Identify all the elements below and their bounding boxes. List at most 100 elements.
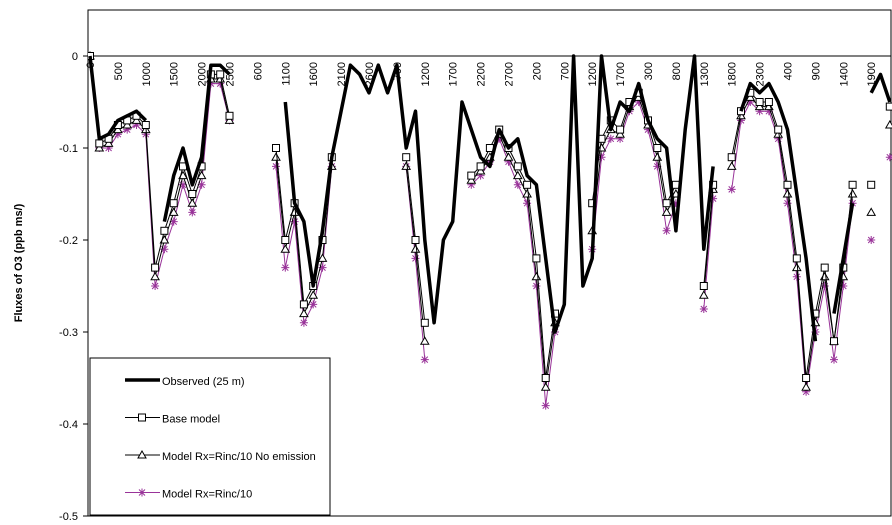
marker-asterisk [513,180,522,189]
x-tick-label: 1000 [141,62,153,86]
marker-triangle [196,170,207,180]
marker-square [467,171,476,180]
y-tick-label: -0.1 [59,143,78,155]
marker-square [783,180,792,189]
x-tick-label: 2700 [504,62,516,86]
marker-asterisk [476,171,485,180]
marker-square [755,98,764,106]
marker-asterisk [830,355,838,364]
x-tick-label: 2600 [364,62,376,86]
series-line [89,55,230,287]
marker-triangle [122,119,133,129]
marker-triangle [410,244,421,253]
marker-triangle [187,198,198,207]
marker-square [653,144,662,152]
marker-triangle [271,152,281,161]
marker-triangle [615,129,625,138]
marker-square [727,153,736,162]
x-tick-label: 300 [643,62,655,80]
marker-asterisk [671,199,680,208]
marker-asterisk [644,125,652,134]
marker-square [216,70,225,79]
marker-asterisk [197,180,206,189]
marker-triangle [215,73,226,83]
marker-triangle [726,161,737,170]
series-line [703,198,714,310]
x-tick-label: 1800 [727,62,739,86]
marker-square [699,282,708,290]
x-tick-label: 1200 [420,62,432,86]
marker-asterisk [885,153,892,162]
marker-square [774,125,783,134]
marker-asterisk [820,282,829,290]
marker-triangle [419,336,430,345]
marker-square [802,374,811,382]
x-tick-label: 2200 [476,62,488,86]
x-tick-label: 500 [113,62,125,80]
marker-asterisk [272,162,280,171]
x-tick-label: 800 [671,62,683,80]
marker-triangle [103,138,114,147]
x-tick-label: 1400 [838,62,850,86]
marker-triangle [773,129,784,138]
marker-asterisk [467,180,476,189]
x-tick-label: 1100 [280,62,292,86]
marker-triangle [698,290,709,299]
y-axis-label: Fluxes of O3 (ppb ms/) [13,203,25,322]
marker-triangle [280,244,291,253]
x-tick-label: 2300 [755,62,767,86]
marker-asterisk [123,125,132,134]
x-tick-label: 700 [392,62,404,80]
marker-square [476,162,485,171]
marker-asterisk [299,318,308,327]
series-line [832,202,855,314]
x-tick-label: 1500 [169,62,181,86]
marker-asterisk [138,488,146,497]
series-line [283,54,715,334]
marker-triangle [466,175,477,184]
marker-asterisk [606,134,615,143]
marker-asterisk [188,208,197,217]
marker-triangle [736,110,746,120]
marker-square [420,318,429,327]
marker-square [792,254,801,263]
plot [88,50,892,410]
marker-triangle [224,115,235,124]
marker-asterisk [764,107,773,116]
marker-square [95,139,104,148]
marker-asterisk [616,134,625,143]
marker-triangle [94,142,105,152]
x-tick-label: 0 [85,62,97,68]
marker-asterisk [504,157,513,166]
marker-triangle [512,170,523,180]
marker-asterisk [755,107,764,116]
marker-square [151,263,160,272]
marker-asterisk [179,180,187,189]
marker-asterisk [523,199,532,208]
x-tick-label: 200 [531,62,543,80]
marker-square [138,413,146,422]
marker-square [141,121,150,129]
marker-square [830,337,838,346]
y-tick-label: -0.2 [59,235,78,247]
legend-box [89,357,331,516]
marker-triangle [782,188,793,198]
y-tick-label: -0.3 [59,327,78,339]
marker-square [281,236,290,244]
marker-asterisk [634,98,643,106]
marker-asterisk [113,130,122,139]
marker-triangle [401,161,412,170]
series-line [470,129,556,379]
marker-square [616,125,625,134]
series-line [162,63,231,222]
marker-asterisk [653,162,662,171]
legend-label: Observed (25 m) [162,376,245,388]
x-tick-label: 600 [252,62,264,80]
marker-asterisk [160,245,169,254]
x-tick-label: 1200 [587,62,599,86]
series-line [703,184,714,287]
x-tick-label: 2500 [225,62,237,86]
marker-square [272,144,280,152]
legend-label: Model Rx=Rinc/10 [162,489,252,501]
